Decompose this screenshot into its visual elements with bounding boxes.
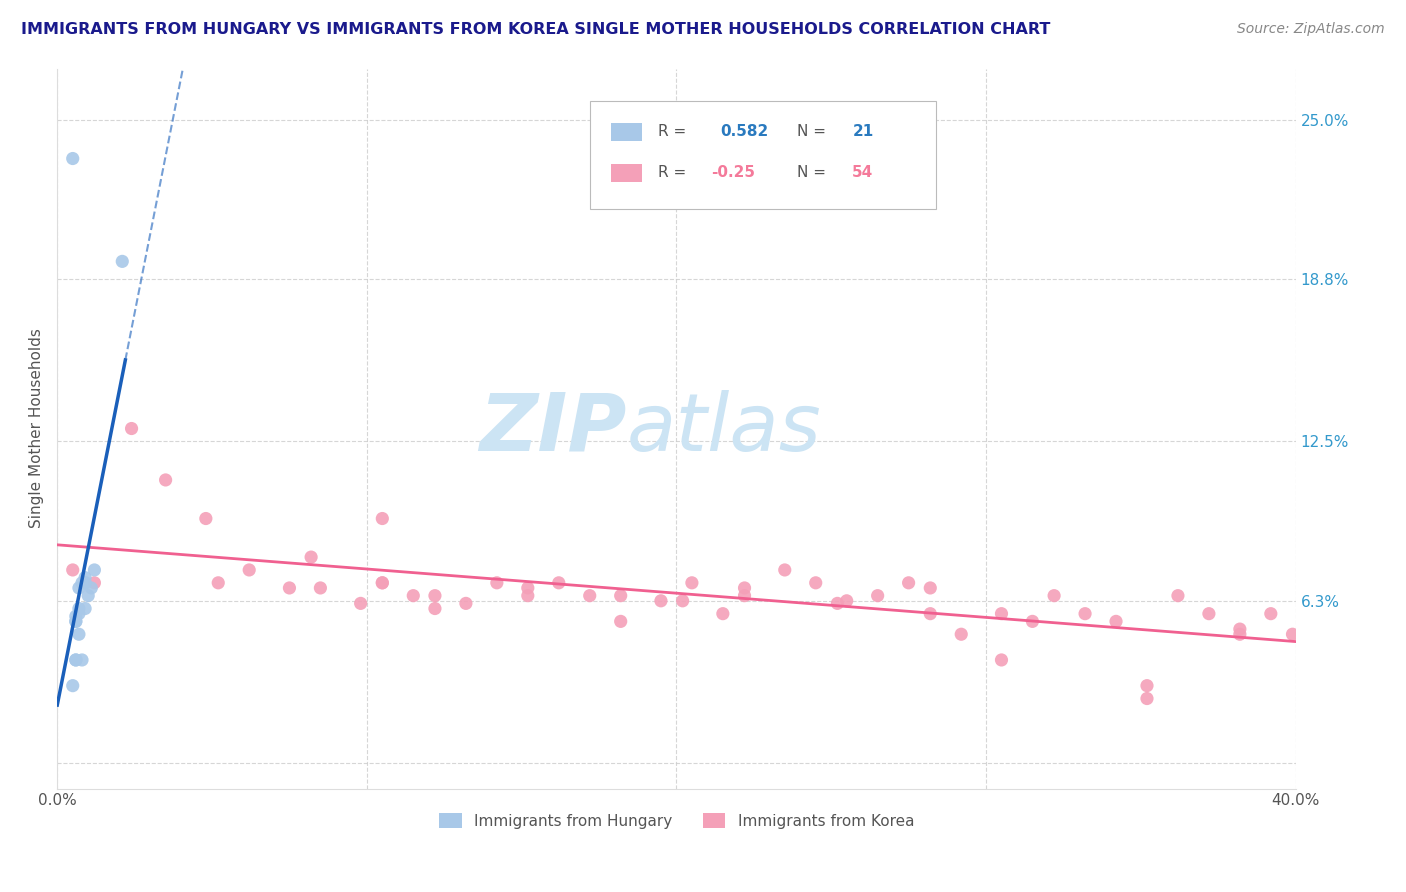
Point	[990, 653, 1012, 667]
Point	[609, 589, 631, 603]
Text: Source: ZipAtlas.com: Source: ZipAtlas.com	[1237, 22, 1385, 37]
Point	[950, 627, 973, 641]
Point	[804, 575, 827, 590]
Point	[371, 575, 394, 590]
Text: atlas: atlas	[627, 390, 821, 467]
Text: ZIP: ZIP	[479, 390, 627, 467]
Point	[516, 581, 538, 595]
Point	[1167, 589, 1189, 603]
Point	[650, 594, 672, 608]
Point	[65, 653, 87, 667]
Point	[371, 511, 394, 525]
Point	[65, 653, 87, 667]
Legend: Immigrants from Hungary, Immigrants from Korea: Immigrants from Hungary, Immigrants from…	[433, 806, 921, 835]
Point	[734, 581, 756, 595]
Y-axis label: Single Mother Households: Single Mother Households	[30, 328, 44, 528]
Point	[1043, 589, 1066, 603]
Text: 0.582: 0.582	[720, 124, 768, 139]
Point	[1229, 622, 1251, 636]
Point	[1021, 615, 1043, 629]
Point	[547, 575, 569, 590]
Text: N =: N =	[797, 124, 831, 139]
Point	[423, 589, 446, 603]
Point	[83, 575, 105, 590]
Point	[67, 601, 90, 615]
Point	[77, 589, 100, 603]
Point	[194, 511, 217, 525]
Text: R =: R =	[658, 165, 690, 180]
Point	[990, 607, 1012, 621]
Bar	[610, 123, 641, 141]
Point	[1229, 627, 1251, 641]
Point	[827, 596, 849, 610]
Point	[155, 473, 177, 487]
Point	[423, 601, 446, 615]
Point	[454, 596, 477, 610]
Point	[681, 575, 703, 590]
Point	[207, 575, 229, 590]
Point	[65, 615, 87, 629]
Text: IMMIGRANTS FROM HUNGARY VS IMMIGRANTS FROM KOREA SINGLE MOTHER HOUSEHOLDS CORREL: IMMIGRANTS FROM HUNGARY VS IMMIGRANTS FR…	[21, 22, 1050, 37]
Point	[65, 609, 87, 624]
Point	[1260, 607, 1282, 621]
Point	[65, 615, 87, 629]
Point	[80, 581, 103, 595]
Point	[371, 575, 394, 590]
Point	[75, 575, 97, 590]
Text: 54: 54	[852, 165, 873, 180]
Point	[516, 589, 538, 603]
Point	[773, 563, 796, 577]
Point	[1281, 627, 1303, 641]
Point	[1198, 607, 1220, 621]
Point	[671, 594, 693, 608]
Point	[1074, 607, 1097, 621]
Point	[711, 607, 734, 621]
Point	[402, 589, 425, 603]
Text: -0.25: -0.25	[711, 165, 755, 180]
Point	[75, 575, 97, 590]
Text: N =: N =	[797, 165, 831, 180]
FancyBboxPatch shape	[589, 101, 936, 209]
Bar	[610, 164, 641, 182]
Text: R =: R =	[658, 124, 696, 139]
Point	[897, 575, 920, 590]
Point	[67, 607, 90, 621]
Point	[1105, 615, 1128, 629]
Point	[1136, 691, 1159, 706]
Point	[578, 589, 600, 603]
Point	[609, 615, 631, 629]
Point	[62, 152, 84, 166]
Text: 21: 21	[852, 124, 873, 139]
Point	[75, 571, 97, 585]
Point	[299, 550, 322, 565]
Point	[920, 581, 942, 595]
Point	[734, 589, 756, 603]
Point	[485, 575, 508, 590]
Point	[62, 679, 84, 693]
Point	[111, 254, 134, 268]
Point	[70, 575, 93, 590]
Point	[83, 563, 105, 577]
Point	[121, 421, 143, 435]
Point	[75, 601, 97, 615]
Point	[67, 627, 90, 641]
Point	[350, 596, 373, 610]
Point	[278, 581, 301, 595]
Point	[70, 653, 93, 667]
Point	[238, 563, 260, 577]
Point	[920, 607, 942, 621]
Point	[1136, 679, 1159, 693]
Point	[67, 581, 90, 595]
Point	[866, 589, 889, 603]
Point	[62, 563, 84, 577]
Point	[309, 581, 332, 595]
Point	[835, 594, 858, 608]
